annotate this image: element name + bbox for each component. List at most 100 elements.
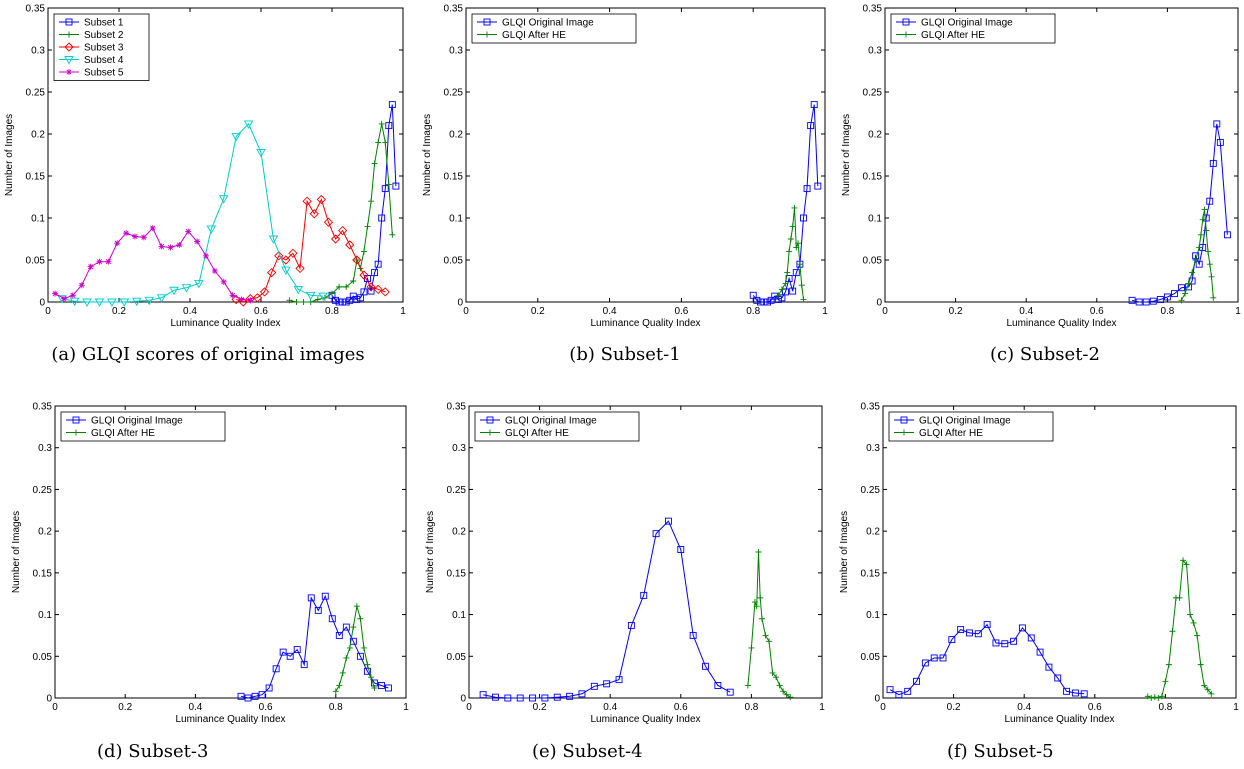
data-point [389, 231, 396, 238]
data-point [789, 223, 796, 230]
data-point [1206, 261, 1213, 268]
x-tick-label: 0.4 [603, 306, 617, 317]
series-4 [57, 120, 328, 307]
data-point [272, 665, 280, 673]
data-point [342, 298, 350, 306]
data-point [309, 209, 319, 219]
data-point [281, 255, 291, 265]
data-point [749, 291, 757, 299]
data-point [252, 293, 263, 303]
data-point [343, 654, 350, 661]
data-point [336, 682, 343, 689]
data-point [758, 615, 765, 622]
data-point [1151, 694, 1158, 701]
y-axis-label: Number of Images [839, 511, 850, 593]
data-point [144, 296, 154, 306]
data-point [323, 217, 334, 227]
y-tick-label: 0.25 [33, 485, 53, 496]
data-point [302, 196, 312, 206]
data-point [769, 669, 776, 676]
data-point [1183, 561, 1190, 568]
data-point [377, 682, 385, 689]
data-point [185, 228, 192, 235]
data-point [755, 549, 762, 555]
data-point [1206, 197, 1214, 205]
data-point [784, 269, 791, 276]
y-tick-label: 0.2 [452, 527, 466, 538]
data-point [702, 662, 709, 670]
x-axis-label: Luminance Quality Index [1004, 714, 1114, 725]
data-point [603, 680, 611, 688]
data-point [957, 626, 965, 634]
legend-box [890, 13, 1056, 44]
legend-entry: GLQI After HE [502, 30, 566, 41]
data-point [1169, 628, 1176, 635]
data-point [714, 682, 722, 689]
data-point [293, 299, 300, 305]
data-point [382, 139, 389, 146]
data-point [748, 644, 755, 651]
data-point [349, 637, 357, 645]
plot-frame [465, 7, 826, 303]
data-point [1178, 284, 1185, 292]
data-point [1208, 690, 1215, 697]
data-point [96, 258, 103, 265]
data-point [314, 606, 322, 614]
chart-panel-2: 0 0.2 0.4 0.6 0.8 1 0 0.05 0.1 0.15 0.2 0.25 0.3 0.35… [422, 4, 828, 366]
series-line [752, 104, 819, 303]
y-tick-label: 0 [876, 298, 882, 309]
legend-marker [902, 18, 910, 26]
legend-marker [483, 18, 491, 26]
data-point [1204, 686, 1211, 693]
data-point [1216, 138, 1224, 146]
data-point [1163, 293, 1171, 301]
data-point [939, 654, 947, 662]
y-tick-label: 0.1 [449, 214, 463, 225]
series-line [331, 104, 397, 303]
legend-entry: GLQI Original Image [91, 416, 183, 427]
data-point [807, 122, 815, 130]
data-point [640, 591, 648, 599]
data-point [529, 694, 536, 702]
data-point [1208, 273, 1215, 280]
data-point [332, 688, 339, 695]
series-1 [1128, 120, 1231, 306]
y-tick-label: 0.1 [38, 610, 52, 621]
series-line [335, 606, 375, 692]
data-point [1178, 297, 1185, 304]
data-point [371, 269, 379, 277]
x-tick-label: 1 [403, 702, 409, 713]
data-point [792, 269, 800, 277]
panel-caption: (f) Subset-5 [947, 741, 1054, 762]
data-point [218, 195, 229, 204]
data-point [782, 288, 789, 296]
data-point [677, 546, 685, 553]
data-point [1180, 557, 1187, 564]
data-point [378, 120, 385, 127]
series-line [747, 551, 791, 698]
y-tick-label: 0.2 [449, 130, 463, 141]
data-point [360, 644, 367, 651]
series-line [62, 123, 324, 303]
data-point [94, 298, 105, 307]
data-point [286, 297, 293, 304]
data-point [353, 296, 361, 303]
data-point [1195, 260, 1203, 268]
data-point [726, 688, 734, 696]
data-point [300, 299, 307, 305]
data-point [780, 688, 787, 695]
data-point [753, 296, 761, 304]
chart-panel-6: 0 0.2 0.4 0.6 0.8 1 0 0.05 0.1 0.15 0.2 0.25 0.3 0.35… [839, 402, 1239, 763]
legend-marker [900, 416, 908, 424]
series-line [240, 594, 389, 699]
series-line [889, 623, 1085, 696]
data-point [1148, 695, 1155, 701]
legend-box [474, 411, 640, 442]
data-point [169, 286, 179, 296]
data-point [795, 240, 802, 247]
data-point [1054, 674, 1062, 682]
y-tick-label: 0.1 [31, 214, 45, 225]
data-point [766, 638, 773, 645]
